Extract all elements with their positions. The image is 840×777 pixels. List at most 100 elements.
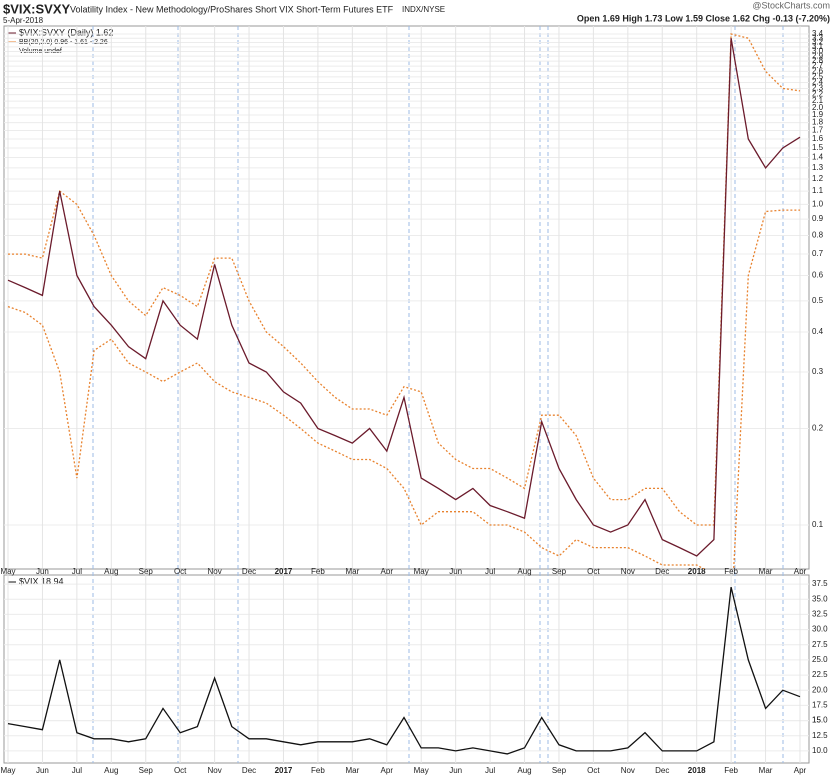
chart-title: $VIX:SVXY bbox=[3, 1, 71, 16]
y-tick-label: 1.4 bbox=[812, 153, 824, 162]
x-tick-label: Feb bbox=[311, 567, 325, 576]
y-tick-label: 15.0 bbox=[812, 716, 828, 725]
y-tick-label: 10.0 bbox=[812, 746, 828, 755]
x-tick-label: Aug bbox=[517, 567, 531, 576]
price-line bbox=[7, 38, 801, 557]
y-tick-label: 0.6 bbox=[812, 271, 824, 280]
x-tick-label: Jul bbox=[485, 766, 495, 775]
x-tick-label: Oct bbox=[587, 766, 600, 775]
y-tick-label: 2.6 bbox=[812, 66, 824, 75]
y-tick-label: 0.7 bbox=[812, 249, 824, 258]
exchange: INDX/NYSE bbox=[402, 5, 445, 14]
x-tick-label: Jun bbox=[449, 766, 462, 775]
quote: Open 1.69 High 1.73 Low 1.59 Close 1.62 … bbox=[577, 13, 830, 23]
price-line bbox=[7, 586, 801, 755]
x-tick-label: Jul bbox=[72, 567, 82, 576]
x-tick-label: Dec bbox=[242, 567, 256, 576]
y-tick-label: 3.0 bbox=[812, 47, 824, 56]
x-tick-label: Dec bbox=[655, 766, 669, 775]
x-tick-label: Sep bbox=[552, 766, 567, 775]
x-tick-label: Sep bbox=[139, 766, 154, 775]
y-tick-label: 17.5 bbox=[812, 701, 828, 710]
y-tick-label: 2.7 bbox=[812, 61, 824, 70]
y-tick-label: 2.5 bbox=[812, 72, 824, 81]
x-tick-label: Apr bbox=[794, 766, 807, 775]
x-tick-label: Feb bbox=[311, 766, 325, 775]
y-tick-label: 3.1 bbox=[812, 42, 824, 51]
y-tick-label: 2.4 bbox=[812, 78, 824, 87]
bottom-panel-frame bbox=[3, 574, 810, 764]
x-tick-label: Oct bbox=[174, 766, 187, 775]
x-tick-label: May bbox=[0, 766, 15, 775]
y-tick-label: 2.9 bbox=[812, 51, 824, 60]
bollinger-upper bbox=[8, 33, 801, 526]
bollinger-lower bbox=[7, 209, 800, 569]
x-tick-label: Mar bbox=[759, 766, 773, 775]
y-tick-label: 15 bbox=[812, 716, 821, 725]
x-tick-label: Oct bbox=[174, 567, 187, 576]
x-tick-label: Nov bbox=[621, 766, 635, 775]
date: 5-Apr-2018 bbox=[3, 16, 44, 25]
watermark: @StockCharts.com bbox=[752, 0, 830, 10]
y-tick-label: 27.5 bbox=[812, 640, 828, 649]
x-tick-label: May bbox=[0, 567, 15, 576]
x-tick-label: Aug bbox=[517, 766, 531, 775]
y-tick-label: 0.4 bbox=[812, 327, 824, 336]
y-tick-label: 1.7 bbox=[812, 126, 824, 135]
chart-subtitle: Volatility Index - New Methodology/ProSh… bbox=[70, 4, 394, 14]
x-tick-label: Jul bbox=[72, 766, 82, 775]
y-tick-label: 3.3 bbox=[812, 33, 824, 42]
y-tick-label: 1.3 bbox=[812, 163, 824, 172]
y-tick-label: 3.2 bbox=[812, 38, 824, 47]
y-tick-label: 1.8 bbox=[812, 118, 824, 127]
x-tick-label: May bbox=[414, 766, 429, 775]
x-tick-label: Nov bbox=[621, 567, 635, 576]
top-panel-frame bbox=[3, 25, 810, 570]
x-tick-label: May bbox=[414, 567, 429, 576]
x-tick-label: Apr bbox=[794, 567, 807, 576]
y-tick-label: 1.1 bbox=[812, 186, 824, 195]
y-tick-label: 1.6 bbox=[812, 134, 824, 143]
x-tick-label: Feb bbox=[724, 567, 738, 576]
y-tick-label: 0.2 bbox=[812, 424, 824, 433]
x-tick-label: 2018 bbox=[688, 567, 706, 576]
x-tick-label: Sep bbox=[552, 567, 567, 576]
plot-area bbox=[7, 586, 801, 755]
y-tick-label: 2.1 bbox=[812, 96, 824, 105]
event-markers bbox=[92, 26, 784, 763]
legend-entry: $VIX:SVXY (Daily) 1.62 bbox=[19, 27, 113, 37]
x-tick-label: Apr bbox=[381, 766, 394, 775]
y-tick-label: 2.2 bbox=[812, 90, 824, 99]
x-tick-label: Aug bbox=[104, 766, 118, 775]
y-tick-label: 25.0 bbox=[812, 655, 828, 664]
x-tick-label: Mar bbox=[345, 567, 359, 576]
x-tick-label: Dec bbox=[655, 567, 669, 576]
x-tick-label: Jul bbox=[485, 567, 495, 576]
y-tick-label: 1.2 bbox=[812, 174, 824, 183]
y-tick-label: 2.8 bbox=[812, 56, 824, 65]
x-tick-label: Mar bbox=[345, 766, 359, 775]
x-tick-label: Apr bbox=[381, 567, 394, 576]
y-tick-label: 12.5 bbox=[812, 731, 828, 740]
x-tick-label: Jun bbox=[449, 567, 462, 576]
y-tick-label: 0.1 bbox=[812, 520, 824, 529]
x-tick-label: 2017 bbox=[275, 766, 293, 775]
x-tick-label: Nov bbox=[207, 766, 221, 775]
x-tick-label: 2017 bbox=[275, 567, 293, 576]
y-tick-label: 2.3 bbox=[812, 84, 824, 93]
x-tick-label: Jun bbox=[36, 567, 49, 576]
y-tick-label: 1.0 bbox=[812, 200, 824, 209]
plot-area bbox=[7, 33, 801, 569]
x-tick-label: Dec bbox=[242, 766, 256, 775]
y-tick-label: 2.0 bbox=[812, 103, 824, 112]
x-tick-label: Feb bbox=[724, 766, 738, 775]
y-tick-label: 37.5 bbox=[812, 579, 828, 588]
y-tick-label: 0.8 bbox=[812, 231, 824, 240]
y-tick-label: 3.4 bbox=[812, 29, 824, 38]
x-tick-label: Nov bbox=[207, 567, 221, 576]
y-tick-label: 0.9 bbox=[812, 214, 824, 223]
y-tick-label: 22.5 bbox=[812, 670, 828, 679]
x-tick-label: Sep bbox=[139, 567, 154, 576]
y-tick-label: 0.5 bbox=[812, 296, 824, 305]
